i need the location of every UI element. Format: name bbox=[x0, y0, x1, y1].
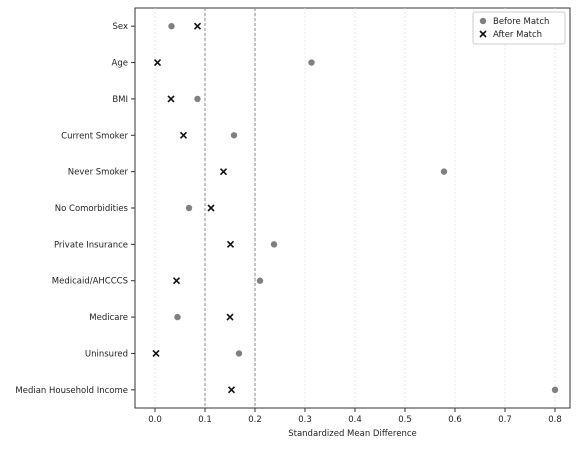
legend-box bbox=[472, 11, 566, 45]
after-match-point bbox=[219, 168, 228, 176]
after-match-point bbox=[226, 240, 235, 248]
x-tick-label: 0.5 bbox=[398, 415, 412, 425]
before-match-point bbox=[174, 313, 181, 321]
before-match-point bbox=[168, 22, 175, 30]
before-match-point bbox=[185, 204, 193, 212]
x-tick-label: 0.3 bbox=[298, 415, 312, 425]
x-axis-label: Standardized Mean Difference bbox=[288, 429, 417, 439]
legend-x-marker bbox=[479, 30, 487, 38]
after-match-point bbox=[193, 22, 202, 30]
y-tick-label: BMI bbox=[112, 95, 128, 105]
y-tick-label: Never Smoker bbox=[68, 168, 129, 178]
after-match-point bbox=[179, 131, 188, 139]
after-match-point bbox=[207, 204, 215, 212]
x-tick-label: 0.2 bbox=[248, 415, 262, 425]
x-tick-label: 0.7 bbox=[498, 415, 512, 425]
legend-circle-marker bbox=[479, 17, 487, 25]
before-match-point bbox=[270, 241, 278, 248]
after-match-point bbox=[152, 349, 160, 358]
before-match-point bbox=[440, 168, 448, 175]
y-tick-label: Sex bbox=[112, 22, 128, 32]
after-match-point bbox=[167, 95, 175, 103]
y-tick-label: Median Household Income bbox=[15, 386, 128, 396]
before-match-point bbox=[230, 132, 238, 139]
y-tick-label: Age bbox=[112, 59, 128, 69]
x-tick-label: 0.1 bbox=[198, 415, 212, 425]
y-tick-label: Medicare bbox=[89, 313, 128, 323]
reference-lines bbox=[204, 8, 256, 408]
after-match-point bbox=[153, 58, 162, 67]
before-match-point bbox=[308, 59, 315, 66]
legend: Before Match After Match bbox=[472, 11, 566, 45]
axis-ticks: 0.0 0.1 0.2 0.3 0.4 0.5 0.6 0.7 0.8 Sex Age BMI Curr… bbox=[15, 22, 561, 425]
before-match-point bbox=[235, 350, 243, 357]
x-tick-label: 0.6 bbox=[448, 415, 462, 425]
x-tick-label: 0.4 bbox=[348, 415, 362, 425]
y-tick-label: Current Smoker bbox=[61, 131, 128, 141]
data-marks bbox=[152, 22, 559, 394]
after-match-point bbox=[172, 277, 181, 285]
legend-label: After Match bbox=[493, 30, 542, 40]
after-match-point bbox=[227, 386, 236, 394]
after-match-point bbox=[226, 313, 234, 321]
legend-label: Before Match bbox=[493, 17, 549, 27]
x-tick-label: 0.0 bbox=[148, 415, 162, 425]
before-match-point bbox=[194, 95, 201, 103]
y-tick-label: No Comorbidities bbox=[55, 204, 129, 214]
before-match-point bbox=[551, 386, 559, 394]
x-tick-label: 0.8 bbox=[548, 415, 562, 425]
y-tick-label: Private Insurance bbox=[54, 240, 128, 250]
y-tick-label: Medicaid/AHCCCS bbox=[52, 277, 128, 287]
y-tick-label: Uninsured bbox=[85, 349, 128, 359]
before-match-point bbox=[256, 277, 264, 284]
plot-area bbox=[134, 7, 571, 409]
